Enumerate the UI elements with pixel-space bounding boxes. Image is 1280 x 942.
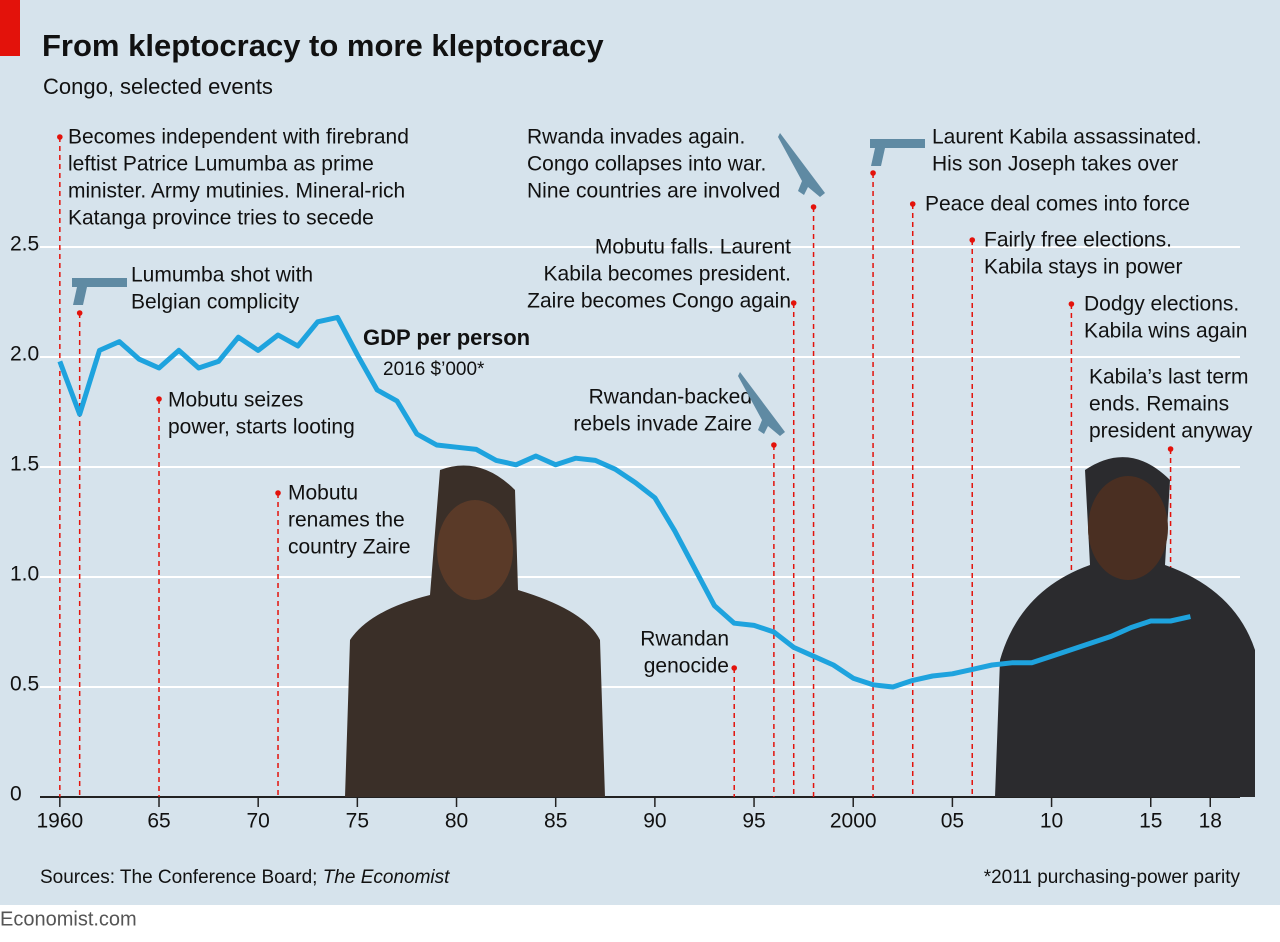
event-text: His son Joseph takes over bbox=[932, 153, 1178, 176]
x-tick-label: 1960 bbox=[36, 810, 83, 833]
series-label: GDP per person bbox=[363, 325, 530, 350]
x-tick-label: 2000 bbox=[830, 810, 877, 833]
event-text: Congo collapses into war. bbox=[527, 153, 766, 176]
source-text: Sources: The Conference Board; bbox=[40, 867, 317, 888]
event-text: Lumumba shot with bbox=[131, 264, 313, 287]
x-tick-label: 75 bbox=[346, 810, 369, 833]
pistol-icon bbox=[72, 278, 127, 305]
chart-subtitle: Congo, selected events bbox=[43, 74, 273, 99]
event-text: Nine countries are involved bbox=[527, 180, 780, 203]
photos bbox=[345, 457, 1255, 797]
y-tick-label: 0.5 bbox=[10, 673, 39, 696]
footnote: *2011 purchasing-power parity bbox=[984, 867, 1241, 888]
red-tag bbox=[0, 0, 20, 56]
x-tick-label: 18 bbox=[1199, 810, 1222, 833]
y-tick-label: 2.0 bbox=[10, 343, 39, 366]
event-dot bbox=[790, 300, 797, 306]
event-dot bbox=[969, 237, 976, 243]
event-text: Mobutu seizes bbox=[168, 389, 303, 412]
y-tick-label: 2.5 bbox=[10, 233, 39, 256]
event-dot bbox=[731, 665, 738, 671]
x-tick-label: 90 bbox=[643, 810, 666, 833]
event-text: Becomes independent with firebrand bbox=[68, 126, 409, 149]
event-text: Belgian complicity bbox=[131, 291, 300, 314]
event-dot bbox=[1068, 301, 1075, 307]
event-text: renames the bbox=[288, 509, 405, 532]
event-dot bbox=[156, 396, 162, 402]
kabila-face bbox=[1088, 476, 1168, 580]
event-dot bbox=[275, 490, 281, 496]
event-text: Kabila becomes president. bbox=[544, 263, 791, 286]
mobutu-photo bbox=[345, 465, 605, 797]
event-text: Mobutu bbox=[288, 482, 358, 505]
event-text: minister. Army mutinies. Mineral-rich bbox=[68, 180, 405, 203]
mobutu-face bbox=[437, 500, 513, 600]
x-tick-label: 10 bbox=[1040, 810, 1063, 833]
x-tick-label: 65 bbox=[147, 810, 170, 833]
event-dot bbox=[57, 134, 63, 140]
x-tick-label: 95 bbox=[742, 810, 765, 833]
footer-band bbox=[0, 905, 1280, 942]
x-tick-label: 80 bbox=[445, 810, 468, 833]
x-tick-label: 05 bbox=[941, 810, 964, 833]
event-text: Dodgy elections. bbox=[1084, 293, 1239, 316]
event-text: Kabila’s last term bbox=[1089, 366, 1249, 389]
y-tick-label: 1.0 bbox=[10, 563, 39, 586]
rifle-icon bbox=[778, 133, 825, 197]
event-dot bbox=[909, 201, 916, 207]
event-text: Rwandan-backed bbox=[589, 386, 752, 409]
series-unit: 2016 $’000* bbox=[383, 359, 485, 380]
x-tick-label: 70 bbox=[247, 810, 270, 833]
event-text: Katanga province tries to secede bbox=[68, 207, 374, 230]
event-text: Rwanda invades again. bbox=[527, 126, 745, 149]
y-tick-label: 1.5 bbox=[10, 453, 39, 476]
event-dot bbox=[76, 310, 83, 316]
event-dot bbox=[870, 170, 876, 176]
event-text: genocide bbox=[644, 655, 729, 678]
y-tick-label: 0 bbox=[10, 783, 22, 806]
source: Sources: The Conference Board; The Econo… bbox=[40, 867, 450, 888]
event-text: power, starts looting bbox=[168, 416, 355, 439]
event-text: Zaire becomes Congo again bbox=[527, 290, 791, 313]
chart-title: From kleptocracy to more kleptocracy bbox=[42, 28, 604, 63]
x-tick-label: 15 bbox=[1139, 810, 1162, 833]
event-text: rebels invade Zaire bbox=[573, 413, 752, 436]
event-text: Fairly free elections. bbox=[984, 229, 1172, 252]
event-text: Peace deal comes into force bbox=[925, 193, 1190, 216]
kabila-photo bbox=[995, 457, 1255, 797]
event-text: Mobutu falls. Laurent bbox=[595, 236, 791, 259]
event-text: country Zaire bbox=[288, 536, 411, 559]
pistol-icon bbox=[870, 139, 925, 166]
event-text: Rwandan bbox=[640, 628, 729, 651]
source-italic: The Economist bbox=[323, 867, 450, 888]
x-tick-label: 85 bbox=[544, 810, 567, 833]
event-text: Kabila wins again bbox=[1084, 320, 1247, 343]
event-dot bbox=[810, 204, 817, 210]
event-dot bbox=[771, 442, 777, 448]
event-text: leftist Patrice Lumumba as prime bbox=[68, 153, 374, 176]
brand: Economist.com bbox=[0, 908, 137, 930]
event-text: Kabila stays in power bbox=[984, 256, 1182, 279]
gdp-line bbox=[57, 314, 1191, 690]
event-text: Laurent Kabila assassinated. bbox=[932, 126, 1202, 149]
event-text: ends. Remains bbox=[1089, 393, 1229, 416]
event-text: president anyway bbox=[1089, 420, 1253, 443]
event-dot bbox=[1167, 446, 1174, 452]
rifle-icon bbox=[738, 372, 785, 436]
